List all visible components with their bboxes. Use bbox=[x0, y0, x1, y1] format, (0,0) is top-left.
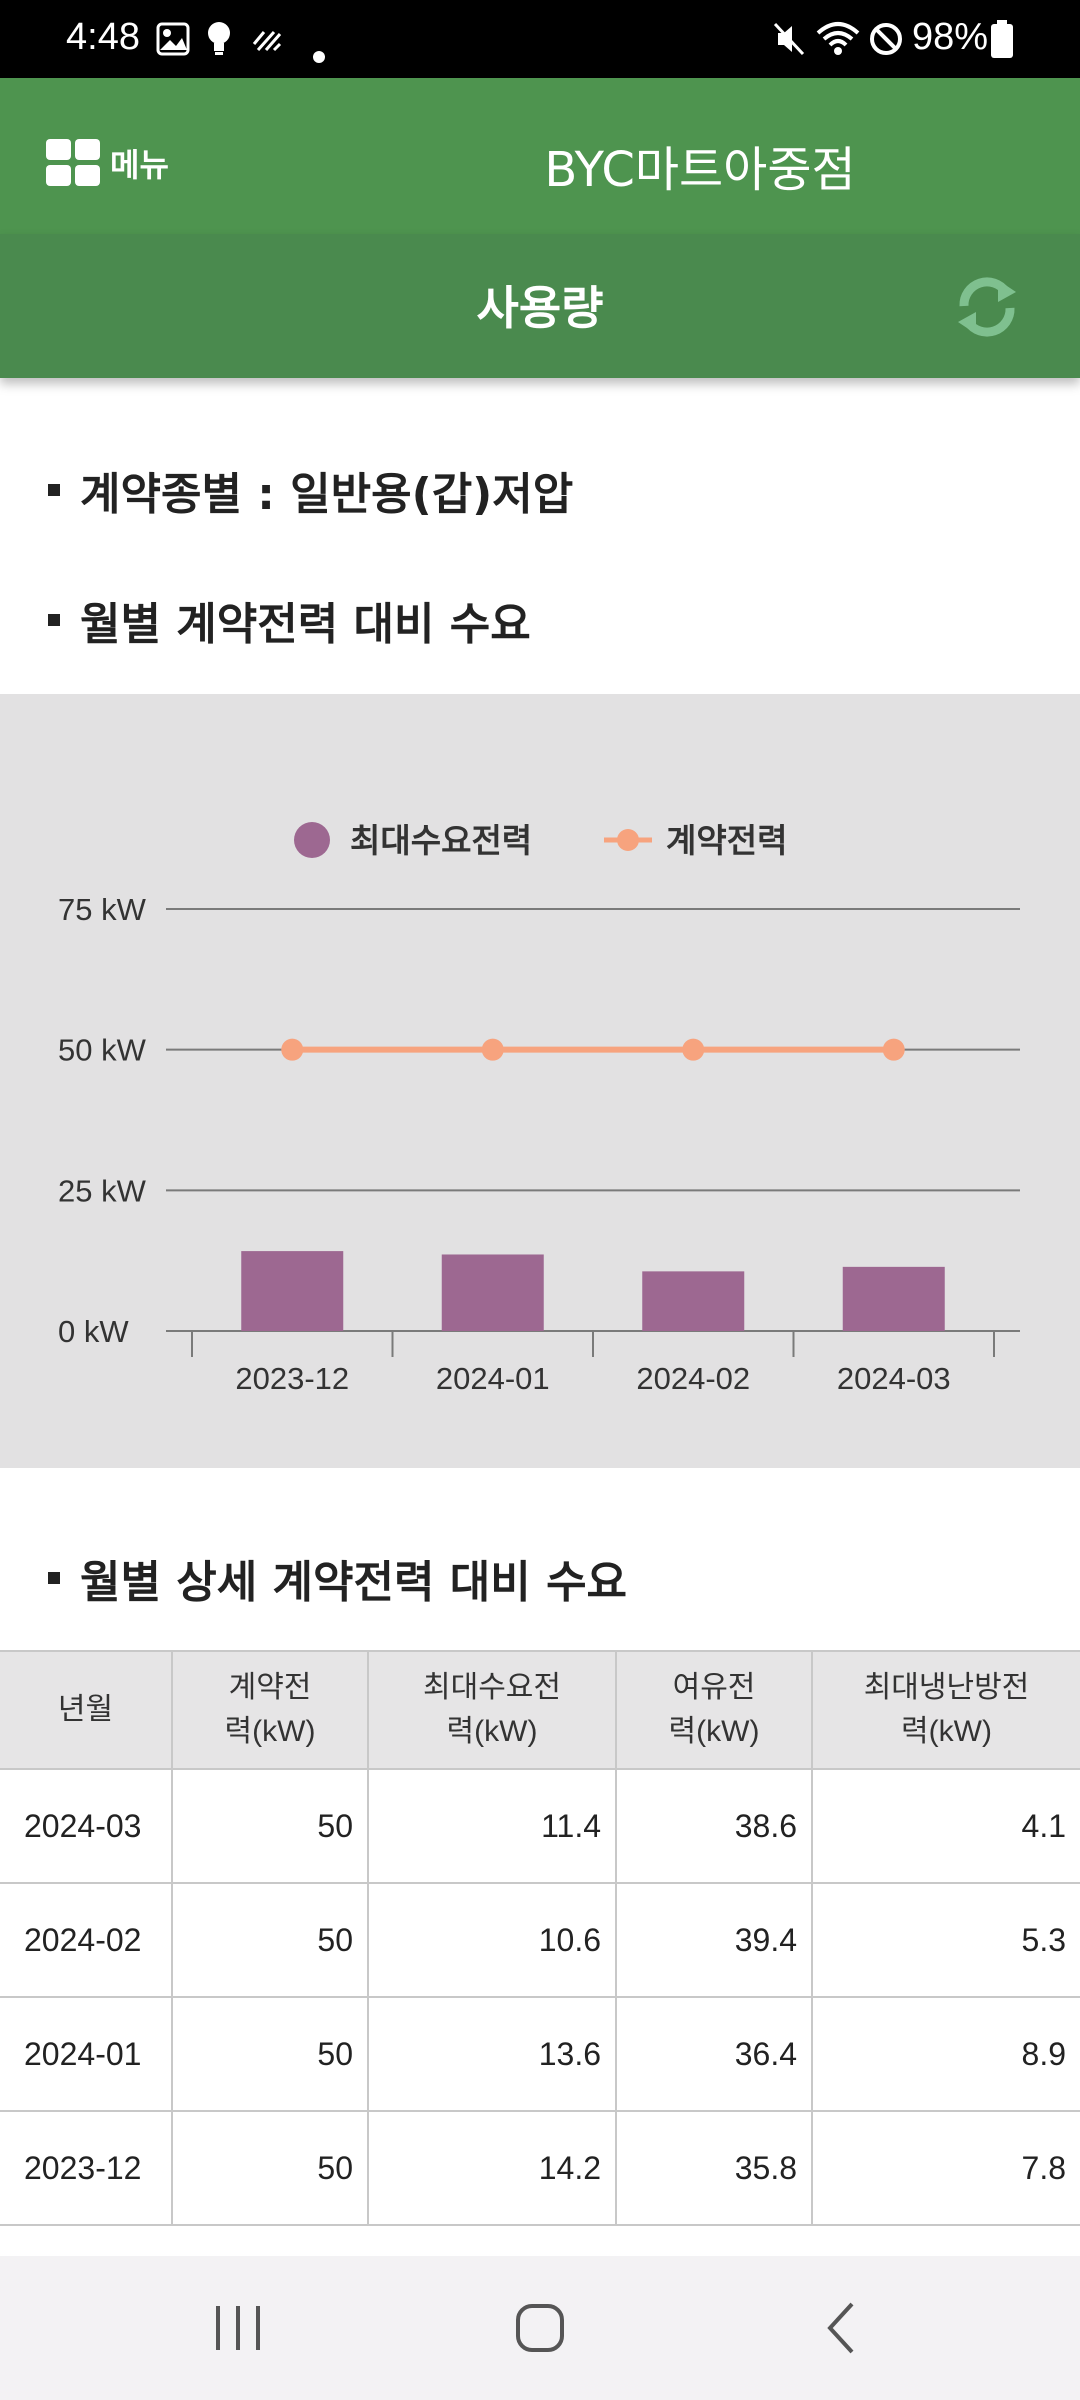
y-tick-label: 0 kW bbox=[58, 1314, 129, 1349]
legend-demand-marker bbox=[294, 822, 330, 858]
home-icon[interactable] bbox=[500, 2298, 580, 2358]
bullet-icon bbox=[48, 484, 60, 496]
demand-bar bbox=[241, 1251, 344, 1331]
legend-contract-marker bbox=[617, 829, 639, 851]
bulb-icon bbox=[208, 22, 230, 55]
status-bar: 4:48 98% bbox=[0, 0, 1080, 78]
cell-max-demand: 13.6 bbox=[367, 1996, 617, 2112]
cell-spare-power: 36.4 bbox=[615, 1996, 813, 2112]
x-tick-label: 2024-02 bbox=[636, 1361, 750, 1396]
monthly-chart-title: 월별 계약전력 대비 수요 bbox=[80, 599, 531, 650]
page-header: 사용량 bbox=[0, 234, 1080, 378]
chart-canvas: 0 kW 25 kW 50 kW 75 kW 2023-12 2024-01 2024-02… bbox=[58, 821, 1020, 1396]
y-tick-label: 50 kW bbox=[58, 1033, 147, 1068]
status-time: 4:48 bbox=[66, 16, 140, 58]
cell-year-month: 2024-03 bbox=[0, 1768, 173, 1884]
dot-icon bbox=[313, 51, 325, 63]
contract-power-point bbox=[281, 1038, 304, 1061]
x-tick-label: 2023-12 bbox=[235, 1361, 349, 1396]
cell-contract-power: 50 bbox=[171, 1768, 369, 1884]
cell-max-demand: 10.6 bbox=[367, 1882, 617, 1998]
menu-label: 메뉴 bbox=[110, 146, 169, 184]
cell-contract-power: 50 bbox=[171, 1882, 369, 1998]
x-tick-label: 2024-03 bbox=[837, 1361, 951, 1396]
cell-contract-power: 50 bbox=[171, 2110, 369, 2226]
table-row: 2023-12 50 14.2 35.8 7.8 bbox=[0, 2110, 1080, 2226]
table-header-row: 년월 계약전 력(kW) 최대수요전 력(kW) 여유전 력(kW) 최대냉난방전 력(… bbox=[0, 1650, 1080, 1770]
cell-year-month: 2023-12 bbox=[0, 2110, 173, 2226]
col-header-spare-power: 여유전 력(kW) bbox=[615, 1650, 813, 1770]
demand-bar bbox=[642, 1271, 745, 1331]
back-icon[interactable] bbox=[802, 2298, 882, 2358]
mute-icon bbox=[773, 22, 805, 56]
cell-max-hvac: 8.9 bbox=[811, 1996, 1080, 2112]
col-header-year-month: 년월 bbox=[0, 1650, 173, 1770]
contract-type-heading: 계약종별 : 일반용(갑)저압 bbox=[48, 458, 573, 522]
cell-max-hvac: 4.1 bbox=[811, 1768, 1080, 1884]
cell-year-month: 2024-02 bbox=[0, 1882, 173, 1998]
cell-year-month: 2024-01 bbox=[0, 1996, 173, 2112]
demand-bar bbox=[441, 1254, 544, 1331]
battery-percent: 98% bbox=[912, 16, 989, 58]
legend-demand-label: 최대수요전력 bbox=[350, 821, 532, 860]
wifi-icon bbox=[816, 22, 860, 55]
cell-spare-power: 39.4 bbox=[615, 1882, 813, 1998]
contract-type-text: 계약종별 : 일반용(갑)저압 bbox=[80, 469, 574, 520]
col-header-max-demand: 최대수요전 력(kW) bbox=[367, 1650, 617, 1770]
cell-spare-power: 38.6 bbox=[615, 1768, 813, 1884]
y-tick-label: 75 kW bbox=[58, 892, 147, 927]
cell-contract-power: 50 bbox=[171, 1996, 369, 2112]
blocked-icon bbox=[870, 23, 902, 55]
cell-spare-power: 35.8 bbox=[615, 2110, 813, 2226]
demand-chart: 0 kW 25 kW 50 kW 75 kW 2023-12 2024-01 2024-02… bbox=[0, 694, 1080, 1468]
cell-max-hvac: 7.8 bbox=[811, 2110, 1080, 2226]
signal-activity-icon bbox=[252, 31, 282, 52]
table-row: 2024-03 50 11.4 38.6 4.1 bbox=[0, 1768, 1080, 1884]
cell-max-demand: 11.4 bbox=[367, 1768, 617, 1884]
menu-button[interactable]: 메뉴 bbox=[46, 138, 169, 188]
app-title: BYC마트아중점 bbox=[544, 142, 856, 198]
col-header-contract-power: 계약전 력(kW) bbox=[171, 1650, 369, 1770]
cell-max-demand: 14.2 bbox=[367, 2110, 617, 2226]
cell-max-hvac: 5.3 bbox=[811, 1882, 1080, 1998]
col-header-max-hvac: 최대냉난방전 력(kW) bbox=[811, 1650, 1080, 1770]
contract-power-point bbox=[882, 1038, 905, 1061]
bullet-icon bbox=[48, 1572, 60, 1584]
contract-power-point bbox=[481, 1038, 504, 1061]
contract-power-point bbox=[682, 1038, 705, 1061]
demand-table: 년월 계약전 력(kW) 최대수요전 력(kW) 여유전 력(kW) 최대냉난방전 력(… bbox=[0, 1650, 1080, 2226]
battery-icon bbox=[991, 20, 1013, 58]
bullet-icon bbox=[48, 614, 60, 626]
monthly-table-heading: 월별 상세 계약전력 대비 수요 bbox=[48, 1546, 627, 1610]
recent-apps-icon[interactable] bbox=[198, 2298, 278, 2358]
monthly-chart-heading: 월별 계약전력 대비 수요 bbox=[48, 588, 531, 652]
demand-bar bbox=[842, 1266, 945, 1331]
page-title: 사용량 bbox=[476, 281, 604, 335]
y-tick-label: 25 kW bbox=[58, 1173, 147, 1208]
x-tick-label: 2024-01 bbox=[436, 1361, 550, 1396]
menu-grid-icon bbox=[46, 139, 102, 187]
app-header: 메뉴 BYC마트아중점 bbox=[0, 78, 1080, 234]
legend-contract-label: 계약전력 bbox=[666, 821, 787, 860]
monthly-table-title: 월별 상세 계약전력 대비 수요 bbox=[80, 1557, 628, 1608]
system-nav-bar bbox=[0, 2256, 1080, 2400]
table-row: 2024-01 50 13.6 36.4 8.9 bbox=[0, 1996, 1080, 2112]
gallery-icon bbox=[156, 22, 190, 56]
refresh-icon[interactable] bbox=[950, 272, 1024, 342]
table-row: 2024-02 50 10.6 39.4 5.3 bbox=[0, 1882, 1080, 1998]
